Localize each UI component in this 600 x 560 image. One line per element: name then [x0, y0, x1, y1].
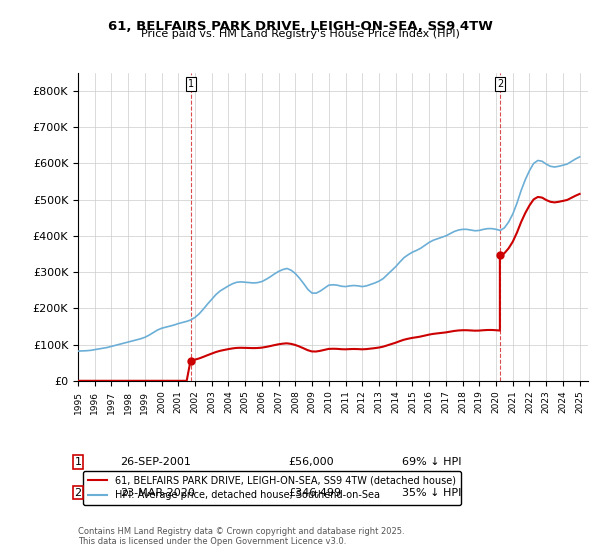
Text: 2: 2 [497, 78, 503, 88]
Text: 26-SEP-2001: 26-SEP-2001 [120, 457, 191, 467]
Text: 2: 2 [74, 488, 82, 498]
Text: 1: 1 [187, 78, 194, 88]
Text: 69% ↓ HPI: 69% ↓ HPI [402, 457, 461, 467]
Text: Price paid vs. HM Land Registry's House Price Index (HPI): Price paid vs. HM Land Registry's House … [140, 29, 460, 39]
Text: 35% ↓ HPI: 35% ↓ HPI [402, 488, 461, 498]
Text: £56,000: £56,000 [288, 457, 334, 467]
Text: £346,499: £346,499 [288, 488, 341, 498]
Text: 1: 1 [74, 457, 82, 467]
Legend: 61, BELFAIRS PARK DRIVE, LEIGH-ON-SEA, SS9 4TW (detached house), HPI: Average pr: 61, BELFAIRS PARK DRIVE, LEIGH-ON-SEA, S… [83, 471, 461, 505]
Text: 61, BELFAIRS PARK DRIVE, LEIGH-ON-SEA, SS9 4TW: 61, BELFAIRS PARK DRIVE, LEIGH-ON-SEA, S… [107, 20, 493, 32]
Text: 23-MAR-2020: 23-MAR-2020 [120, 488, 195, 498]
Text: Contains HM Land Registry data © Crown copyright and database right 2025.
This d: Contains HM Land Registry data © Crown c… [78, 526, 404, 546]
